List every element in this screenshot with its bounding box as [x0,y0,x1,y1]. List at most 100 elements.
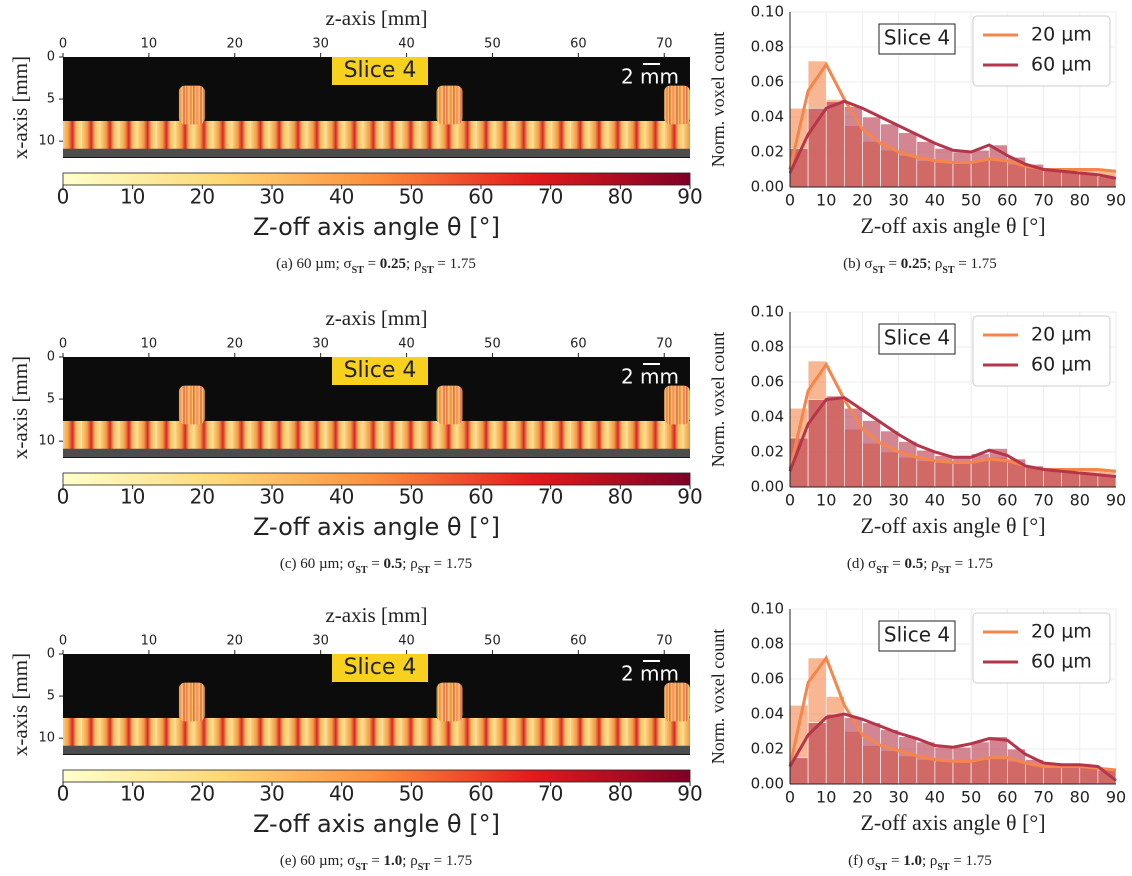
colorbar-tick-label: 10 [120,782,145,806]
x-tick-label: 50 [961,191,981,210]
y-tick-label: 10 [38,731,55,746]
y-tick-label: 0.10 [751,3,784,21]
caption-part: = 1.75 [950,853,992,869]
x-tick-label: 70 [656,37,673,52]
annotation-box [878,23,956,55]
image-pillar [664,385,690,425]
x-tick-label: 60 [997,491,1017,510]
colorbar-tick-label: 70 [538,782,563,806]
x-tick-label: 10 [141,337,158,352]
x-tick-label: 20 [852,191,872,210]
histogram-bar [916,449,936,488]
y-tick-label: 5 [47,689,55,704]
image-pillar [436,682,463,722]
x-tick-label: 90 [1106,491,1126,510]
y-tick-label: 0.00 [751,178,784,196]
y-axis-label: x-axis [mm] [8,356,32,459]
y-axis-label: x-axis [mm] [8,653,32,756]
x-axis-label: z-axis [mm] [325,6,427,30]
x-tick-label: 30 [888,491,908,510]
colorbar-tick-label: 80 [608,185,633,209]
slice-label: Slice 4 [344,358,417,383]
caption-part: ST [876,565,889,576]
x-tick-label: 20 [227,634,244,649]
caption-part: 1.0 [903,853,922,869]
histogram-bar [880,123,899,188]
y-tick-label: 0.06 [751,73,784,91]
colorbar-tick-label: 10 [120,485,145,509]
x-tick-label: 0 [59,37,67,52]
histogram-bar [916,741,936,785]
y-tick-label: 0.02 [751,143,784,161]
x-tick-label: 10 [816,491,836,510]
x-tick-label: 70 [1033,191,1053,210]
x-tick-label: 0 [59,634,67,649]
y-tick-label: 0.10 [751,303,784,321]
caption-part: = 1.75 [434,256,476,272]
caption-part: ; ρ [927,256,942,272]
caption-part: (e) 60 µm; σ [280,853,355,869]
y-tick-label: 5 [47,392,55,407]
caption-part: ST [352,265,365,276]
caption-part: ST [355,565,368,576]
caption-part: (a) 60 µm; σ [276,256,351,272]
histogram-bar [898,132,918,188]
caption-part: ; ρ [922,853,937,869]
y-tick-label: 0.04 [751,705,784,723]
colorbar-tick-label: 80 [608,782,633,806]
x-tick-label: 60 [997,191,1017,210]
y-tick-label: 0 [47,647,55,662]
scale-label: 2 mm [621,662,679,686]
x-tick-label: 20 [227,337,244,352]
x-tick-label: 40 [398,337,415,352]
histogram-bar [898,441,918,488]
legend-label: 60 μm [1031,54,1092,76]
kde-line [788,712,1117,782]
colorbar-tick-label: 40 [329,185,354,209]
y-axis-label: x-axis [mm] [8,56,32,159]
caption-part: 0.5 [904,556,923,572]
colorbar-tick-label: 50 [399,782,424,806]
slice-badge [332,654,428,682]
image-pillar [178,85,205,125]
colorbar-tick-label: 0 [57,185,70,209]
histogram-bar [934,746,954,785]
caption-part: = [368,556,384,572]
colorbar [62,172,691,186]
x-tick-label: 0 [785,788,795,807]
x-tick-label: 0 [59,337,67,352]
legend-label: 20 μm [1031,24,1092,46]
colorbar-tick-label: 90 [677,185,702,209]
image-pillar [178,385,205,425]
y-tick-label: 0.10 [751,600,784,618]
x-tick-label: 80 [1070,788,1090,807]
colorbar-tick-label: 60 [468,782,493,806]
image-base-strip [63,420,690,449]
x-tick-label: 70 [656,337,673,352]
y-tick-label: 0.08 [751,38,784,56]
x-tick-label: 40 [398,37,415,52]
x-tick-label: 50 [484,37,501,52]
x-tick-label: 20 [852,491,872,510]
colorbar-tick-label: 80 [608,485,633,509]
caption-part: ; ρ [402,556,417,572]
x-tick-label: 70 [1033,788,1053,807]
histogram-bar [952,746,972,785]
caption-part: ST [875,862,888,873]
image-pillar [178,682,205,722]
legend-label: 60 μm [1031,651,1092,673]
colorbar-tick-label: 0 [57,782,70,806]
image-lower-band [63,446,690,458]
x-tick-label: 60 [997,788,1017,807]
y-tick-label: 0 [47,50,55,65]
image-lower-band [63,146,690,158]
colorbar-tick-label: 10 [120,185,145,209]
x-tick-label: 70 [1033,491,1053,510]
x-tick-label: 30 [312,337,329,352]
histogram-bar [880,430,899,488]
colorbar-tick-label: 40 [329,485,354,509]
colorbar [62,472,691,486]
colorbar-tick-label: 20 [190,782,215,806]
